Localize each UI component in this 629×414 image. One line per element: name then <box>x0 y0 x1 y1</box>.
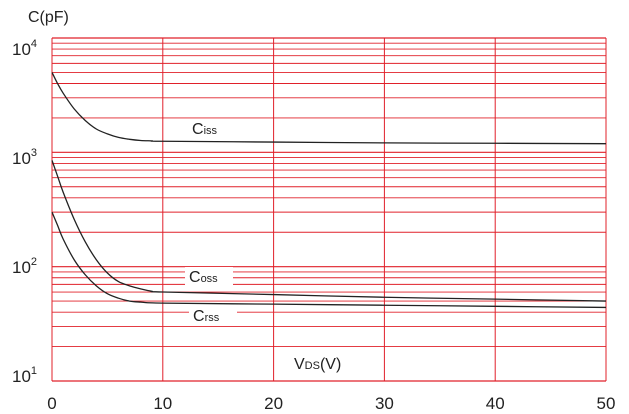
coss-label-bg <box>185 267 233 286</box>
y-axis-label: C(pF) <box>28 9 69 26</box>
x-tick-label-20: 20 <box>264 394 283 413</box>
series-label-ciss: Ciss <box>192 121 218 138</box>
x-tick-label-30: 30 <box>375 394 394 413</box>
series-lines <box>51 72 607 309</box>
x-tick-label-10: 10 <box>153 394 172 413</box>
y-tick-label-2: 102 <box>12 256 37 277</box>
crss-label-bg <box>189 306 237 325</box>
x-tick-label-40: 40 <box>486 394 505 413</box>
x-tick-labels: 0 10 20 30 40 50 <box>47 394 615 413</box>
x-tick-label-0: 0 <box>47 394 56 413</box>
series-line-ciss <box>51 72 607 145</box>
series-label-coss: Coss <box>189 269 218 286</box>
y-tick-label-1: 101 <box>12 365 37 386</box>
y-tick-label-4: 104 <box>12 38 37 59</box>
x-axis-label: VDS(V) <box>294 356 341 373</box>
series-line-crss <box>51 211 607 309</box>
y-tick-labels: 101 102 103 104 <box>12 38 37 386</box>
series-label-crss: Crss <box>193 308 220 325</box>
x-tick-label-50: 50 <box>597 394 616 413</box>
series-line-coss <box>51 160 607 302</box>
y-tick-label-3: 103 <box>12 147 37 168</box>
grid <box>51 37 607 382</box>
ciss-label-bg <box>188 119 234 139</box>
